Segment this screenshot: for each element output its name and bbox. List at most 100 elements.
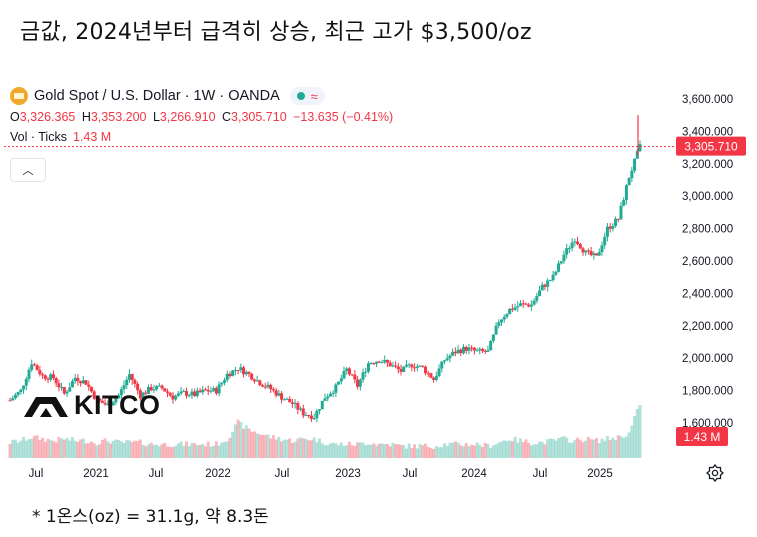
candle-body: [559, 261, 563, 264]
candle-body: [554, 271, 558, 275]
volume-bar: [323, 445, 327, 458]
price-chart[interactable]: 3,600.000 3,400.000 3,200.000 3,000.000 2,80…: [0, 78, 757, 488]
volume-bar: [440, 447, 444, 458]
candle-body: [179, 391, 183, 394]
candle-body: [176, 393, 180, 396]
volume-bar: [263, 435, 267, 458]
candle-body: [345, 368, 349, 371]
candle-body: [548, 280, 552, 282]
candle-body: [30, 364, 34, 370]
candle-body: [261, 385, 265, 387]
candle-body: [391, 365, 395, 367]
candle-body: [320, 400, 324, 410]
candle-body: [149, 387, 153, 391]
volume-bar: [418, 444, 422, 458]
volume-bar: [125, 439, 129, 458]
candle-body: [461, 346, 465, 354]
candle-body: [361, 372, 365, 380]
volume-bar: [472, 445, 476, 458]
candle-body: [214, 388, 218, 394]
volume-bar: [421, 445, 425, 458]
candle-body: [448, 355, 452, 359]
candle-body: [125, 379, 129, 386]
candle-body: [65, 391, 69, 394]
candle-body: [586, 250, 590, 252]
low-value: 3,266.910: [159, 110, 216, 124]
volume-bar: [377, 443, 381, 458]
volume-bar: [258, 434, 262, 458]
candle-body: [201, 389, 205, 393]
volume-bar: [51, 440, 55, 458]
x-tick-label: Jul: [533, 468, 548, 480]
candle-body: [19, 389, 23, 393]
candle-body: [627, 178, 631, 186]
volume-bar: [366, 444, 370, 458]
market-status-pill[interactable]: ≈: [289, 87, 325, 105]
candle-body: [127, 374, 131, 380]
volume-bar: [364, 445, 368, 458]
candle-body: [239, 367, 243, 371]
volume-bar: [141, 444, 145, 458]
candle-body: [562, 254, 566, 262]
candle-body: [410, 364, 414, 368]
candle-body: [103, 402, 107, 405]
volume-bar: [350, 445, 354, 458]
candle-body: [535, 295, 539, 301]
volume-bar: [375, 445, 379, 458]
volume-bar: [220, 442, 224, 458]
volume-bar: [182, 445, 186, 458]
gear-icon[interactable]: [706, 464, 724, 482]
volume-bar: [483, 442, 487, 458]
candle-body: [43, 375, 47, 379]
candle-body: [301, 408, 305, 416]
candle-body: [478, 348, 482, 351]
candle-body: [402, 366, 406, 372]
volume-bar: [152, 444, 156, 458]
volume-bar: [242, 428, 246, 458]
candle-body: [592, 253, 596, 256]
volume-bar: [24, 440, 28, 458]
candle-body: [51, 374, 55, 379]
chart-canvas[interactable]: 3,600.000 3,400.000 3,200.000 3,000.000 2,80…: [0, 78, 757, 488]
symbol-title[interactable]: Gold Spot / U.S. Dollar · 1W · OANDA: [34, 88, 280, 104]
volume-bar: [46, 438, 50, 458]
volume-bar: [584, 440, 588, 458]
volume-bar: [271, 435, 275, 458]
volume-bar: [299, 437, 303, 458]
candle-body: [326, 396, 330, 399]
volume-bar: [567, 442, 571, 458]
volume-bar: [130, 442, 134, 458]
collapse-legend-button[interactable]: ︿: [10, 158, 46, 182]
candle-body: [595, 253, 599, 256]
candle-body: [204, 389, 208, 391]
volume-bar: [586, 436, 590, 458]
candle-body: [605, 226, 609, 237]
candle-body: [350, 374, 354, 376]
ohlc-readout: O3,326.365 H3,353.200 L3,266.910 C3,305.…: [10, 110, 396, 126]
candle-body: [163, 388, 167, 392]
candle-body: [84, 380, 88, 385]
candle-body: [600, 245, 604, 253]
volume-bar: [214, 441, 218, 458]
candle-body: [584, 250, 588, 253]
change-value: −13.635 (−0.41%): [293, 110, 394, 124]
volume-bar: [79, 439, 83, 458]
volume-label[interactable]: Vol · Ticks: [10, 130, 67, 144]
volume-bar: [127, 440, 131, 458]
candle-body: [456, 349, 460, 354]
candle-body: [41, 374, 45, 376]
volume-bar: [106, 441, 110, 458]
y-tick-label: 1,800.000: [682, 386, 733, 398]
volume-bar: [380, 443, 384, 458]
volume-bar: [633, 416, 637, 458]
volume-bar: [57, 436, 61, 458]
candle-body: [217, 384, 221, 394]
delayed-data-icon: ≈: [310, 88, 318, 104]
candle-body: [581, 248, 585, 253]
candle-body: [288, 398, 292, 403]
volume-bar: [193, 442, 197, 458]
volume-bar: [122, 442, 126, 458]
x-tick-label: 2021: [83, 468, 109, 480]
volume-bar: [133, 440, 137, 458]
volume-bar: [538, 441, 542, 458]
